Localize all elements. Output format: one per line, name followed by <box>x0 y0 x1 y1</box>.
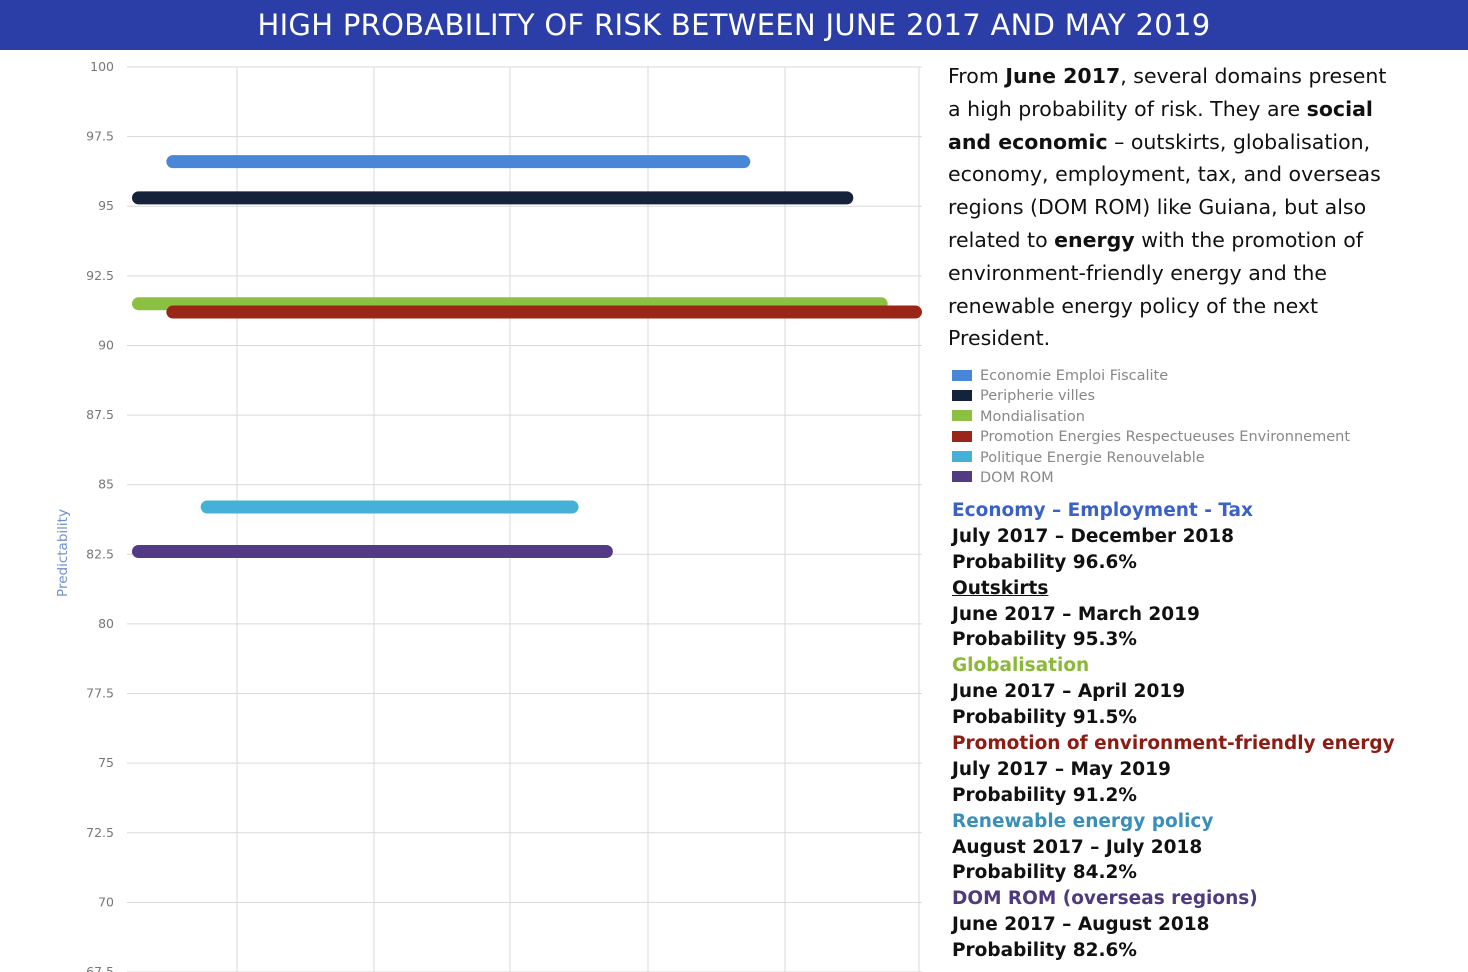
legend-label: Politique Energie Renouvelable <box>980 449 1205 466</box>
range-bar <box>200 500 579 514</box>
detail-period: July 2017 – December 2018 <box>952 525 1235 547</box>
risk-details: Economy – Employment - Tax July 2017 – De… <box>952 498 1395 964</box>
y-tick-label: 72.5 <box>86 825 114 840</box>
legend-item: Politique Energie Renouvelable <box>952 448 1350 468</box>
legend-swatch <box>952 369 972 381</box>
legend-label: Peripherie villes <box>980 388 1096 405</box>
legend-label: Promotion Energies Respectueuses Environ… <box>980 429 1350 446</box>
legend-label: Economie Emploi Fiscalite <box>980 368 1169 384</box>
y-axis-label: Predictability <box>55 509 71 597</box>
y-tick-label: 100 <box>90 59 114 74</box>
y-tick-label: 82.5 <box>86 546 114 561</box>
detail-heading: Promotion of environment-friendly energy <box>952 733 1395 755</box>
legend-label: DOM ROM <box>980 469 1054 486</box>
y-axis-ticks: 100 97.5 95 92.5 90 87.5 85 82.5 80 77.5 75 72.5 70 6… <box>86 59 114 972</box>
intro-paragraph: From June 2017, several domains present … <box>948 64 1387 351</box>
y-tick-label: 95 <box>98 198 114 213</box>
detail-probability: Probability 91.5% <box>952 707 1137 729</box>
y-tick-label: 67.5 <box>86 964 114 972</box>
detail-period: June 2017 – March 2019 <box>952 603 1200 625</box>
detail-probability: Probability 95.3% <box>952 629 1137 651</box>
detail-period: July 2017 – May 2019 <box>952 758 1171 780</box>
legend-swatch <box>952 451 972 463</box>
detail-period: August 2017 – July 2018 <box>952 836 1203 858</box>
range-bar <box>132 545 613 559</box>
detail-probability: Probability 82.6% <box>952 940 1137 962</box>
detail-probability: Probability 84.2% <box>952 862 1137 884</box>
legend-item: Economie Emploi Fiscalite <box>952 366 1350 386</box>
detail-heading: Globalisation <box>952 655 1090 677</box>
detail-heading: Economy – Employment - Tax <box>952 500 1253 521</box>
detail-probability: Probability 96.6% <box>952 551 1137 573</box>
y-tick-label: 85 <box>98 477 114 492</box>
detail-heading: Outskirts <box>952 577 1049 599</box>
legend-item: Mondialisation <box>952 407 1350 427</box>
legend-swatch <box>952 389 972 401</box>
legend-item: Peripherie villes <box>952 386 1350 406</box>
range-bar <box>166 305 922 319</box>
legend-label: Mondialisation <box>980 408 1085 425</box>
y-tick-label: 80 <box>98 616 114 631</box>
legend-swatch <box>952 430 972 442</box>
y-tick-label: 77.5 <box>86 686 114 701</box>
page-title: HIGH PROBABILITY OF RISK BETWEEN JUNE 20… <box>257 8 1211 42</box>
chart-bars <box>132 155 922 559</box>
title-bar: HIGH PROBABILITY OF RISK BETWEEN JUNE 20… <box>0 0 1468 50</box>
range-bar <box>166 155 751 169</box>
chart-legend: Economie Emploi Fiscalite Peripherie vill… <box>952 366 1350 488</box>
range-bar <box>132 191 854 205</box>
legend-item: Promotion Energies Respectueuses Environ… <box>952 427 1350 447</box>
legend-swatch <box>952 471 972 483</box>
detail-period: June 2017 – April 2019 <box>952 681 1186 703</box>
y-tick-label: 70 <box>98 894 114 909</box>
y-tick-label: 90 <box>98 337 114 352</box>
detail-heading: DOM ROM (overseas regions) <box>952 888 1258 910</box>
y-tick-label: 75 <box>98 755 114 770</box>
legend-item: DOM ROM <box>952 468 1350 488</box>
legend-swatch <box>952 410 972 422</box>
detail-period: June 2017 – August 2018 <box>952 914 1210 936</box>
y-tick-label: 92.5 <box>86 268 114 283</box>
risk-chart: 100 97.5 95 92.5 90 87.5 85 82.5 80 77.5 75 72.5 70 6… <box>55 59 922 972</box>
y-tick-label: 87.5 <box>86 407 114 422</box>
detail-heading: Renewable energy policy <box>952 810 1214 832</box>
detail-probability: Probability 91.2% <box>952 784 1137 806</box>
y-tick-label: 97.5 <box>86 129 114 144</box>
